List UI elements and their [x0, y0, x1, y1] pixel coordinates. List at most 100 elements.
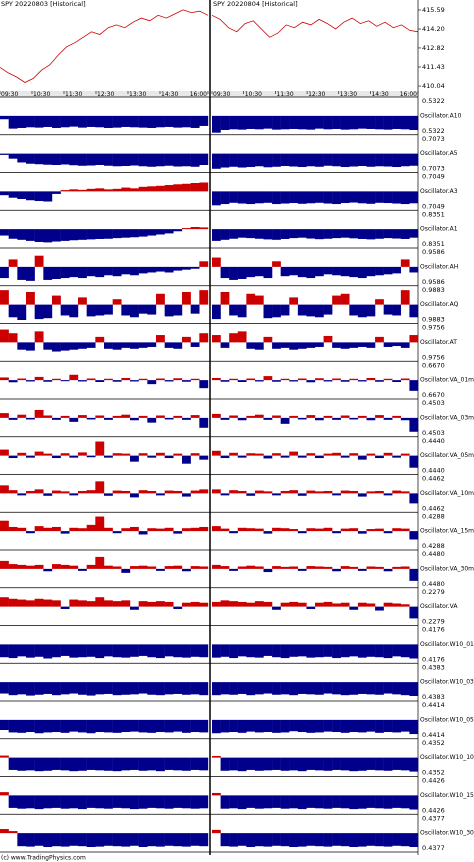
oscillator-bar — [190, 183, 200, 192]
oscillator-bar — [86, 601, 96, 607]
oscillator-bar — [375, 191, 384, 203]
oscillator-bar — [86, 266, 96, 277]
oscillator-bar — [340, 380, 350, 382]
oscillator-bar — [297, 719, 307, 733]
oscillator-bar — [409, 455, 419, 468]
oscillator-bar — [130, 644, 139, 657]
oscillator-bar — [43, 719, 53, 733]
oscillator-bar — [220, 417, 230, 420]
oscillator-bar — [306, 757, 316, 770]
oscillator-bar — [182, 568, 191, 572]
oscillator-bar — [375, 153, 384, 167]
panel-min-label: 0.7073 — [422, 165, 445, 173]
oscillator-bar — [349, 795, 359, 810]
oscillator-bar — [173, 719, 183, 732]
oscillator-bar — [69, 342, 79, 350]
oscillator-bar — [392, 153, 402, 168]
oscillator-bar — [212, 564, 221, 569]
oscillator-bar — [78, 644, 87, 658]
oscillator-bar — [190, 719, 200, 733]
oscillator-bar — [138, 453, 148, 456]
oscillator-bar — [164, 266, 174, 273]
oscillator-bar — [366, 719, 376, 732]
oscillator-bar — [112, 266, 122, 277]
oscillator-bar — [289, 415, 299, 418]
oscillator-bar — [323, 415, 333, 418]
panel-max-label: 0.9883 — [422, 286, 445, 294]
oscillator-bar — [323, 153, 333, 166]
oscillator-bar — [392, 644, 402, 657]
oscillator-bar — [0, 377, 9, 381]
oscillator-bar — [173, 606, 183, 609]
oscillator-bar — [164, 833, 174, 846]
oscillator-bar — [212, 829, 221, 834]
oscillator-bar — [237, 527, 247, 532]
oscillator-bar — [392, 415, 402, 418]
oscillator-bar — [212, 413, 221, 418]
oscillator-bar — [173, 229, 183, 232]
oscillator-bar — [8, 417, 18, 420]
oscillator-bar — [306, 606, 316, 609]
oscillator-bar — [138, 115, 148, 128]
oscillator-bar — [156, 115, 165, 128]
oscillator-bar — [212, 755, 221, 758]
oscillator-bar — [190, 378, 200, 381]
oscillator-bar — [297, 493, 307, 496]
oscillator-bar — [366, 453, 376, 456]
oscillator-bar — [26, 600, 35, 607]
oscillator-bar — [289, 833, 299, 848]
oscillator-bar — [375, 528, 384, 532]
oscillator-bar — [95, 229, 105, 239]
oscillator-bar — [60, 266, 70, 279]
oscillator-bar — [78, 719, 87, 733]
oscillator-bar — [86, 304, 96, 317]
oscillator-bar — [383, 229, 393, 239]
oscillator-bar — [182, 228, 191, 230]
oscillator-bar — [400, 342, 410, 348]
oscillator-bar — [340, 266, 350, 277]
oscillator-bar — [315, 528, 324, 532]
oscillator-bar — [86, 490, 96, 494]
day-title: SPY 20220803 [Historical] — [1, 0, 86, 8]
oscillator-bar — [173, 342, 183, 349]
oscillator-bar — [112, 380, 122, 382]
oscillator-bar — [182, 833, 191, 847]
oscillator-bar — [349, 417, 359, 420]
oscillator-bar — [52, 600, 61, 607]
oscillator-bar — [104, 455, 113, 458]
panel-min-label: 0.4426 — [422, 806, 445, 814]
oscillator-bar — [323, 453, 333, 456]
oscillator-bar — [164, 527, 174, 532]
oscillator-bar — [190, 527, 200, 532]
oscillator-bar — [357, 795, 367, 809]
oscillator-bar — [78, 266, 87, 279]
oscillator-bar — [164, 380, 174, 382]
oscillator-bar — [0, 191, 9, 196]
oscillator-bar — [43, 415, 53, 418]
oscillator-bar — [315, 266, 324, 277]
oscillator-bar — [272, 833, 281, 846]
oscillator-bar — [112, 188, 122, 192]
oscillator-bar — [237, 417, 247, 421]
oscillator-bar — [306, 115, 316, 130]
oscillator-bar — [60, 153, 70, 165]
oscillator-bar — [0, 829, 9, 834]
oscillator-bar — [130, 719, 139, 732]
oscillator-bar — [349, 304, 359, 316]
oscillator-bar — [349, 757, 359, 772]
panel-name: Oscillator.W10_30m — [420, 830, 474, 837]
oscillator-bar — [69, 115, 79, 127]
oscillator-bar — [199, 227, 209, 230]
oscillator-bar — [190, 566, 200, 569]
oscillator-bar — [8, 598, 18, 607]
oscillator-bar — [164, 757, 174, 770]
oscillator-bar — [272, 261, 281, 267]
oscillator-bar — [263, 115, 273, 129]
oscillator-bar — [375, 115, 384, 130]
oscillator-bar — [254, 682, 264, 695]
oscillator-bar — [8, 380, 18, 383]
oscillator-bar — [392, 342, 402, 347]
oscillator-bar — [272, 527, 281, 532]
oscillator-bar — [332, 378, 341, 381]
